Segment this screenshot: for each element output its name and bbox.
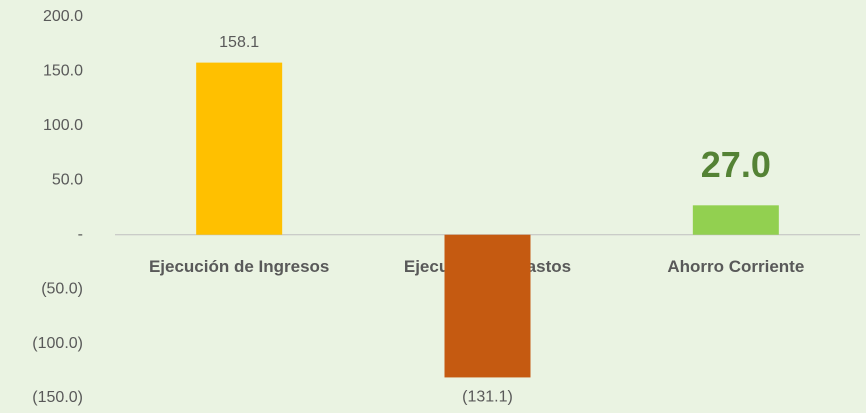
bar bbox=[196, 62, 283, 235]
y-tick-label: (100.0) bbox=[32, 335, 83, 352]
data-label: (131.1) bbox=[462, 389, 513, 406]
y-tick-label: (150.0) bbox=[32, 389, 83, 406]
x-tick-label: Ahorro Corriente bbox=[667, 257, 804, 276]
y-tick-label: (50.0) bbox=[41, 280, 83, 297]
data-label: 158.1 bbox=[219, 34, 259, 51]
y-tick-label: 100.0 bbox=[43, 117, 83, 134]
y-tick-label: 50.0 bbox=[52, 172, 83, 189]
y-tick-label: 150.0 bbox=[43, 63, 83, 80]
data-label: 27.0 bbox=[701, 144, 771, 185]
y-tick-label: 200.0 bbox=[43, 8, 83, 25]
bar bbox=[444, 234, 531, 378]
y-tick-label: - bbox=[78, 226, 83, 243]
bar bbox=[692, 205, 779, 235]
x-tick-label: Ejecución de Ingresos bbox=[149, 257, 329, 276]
